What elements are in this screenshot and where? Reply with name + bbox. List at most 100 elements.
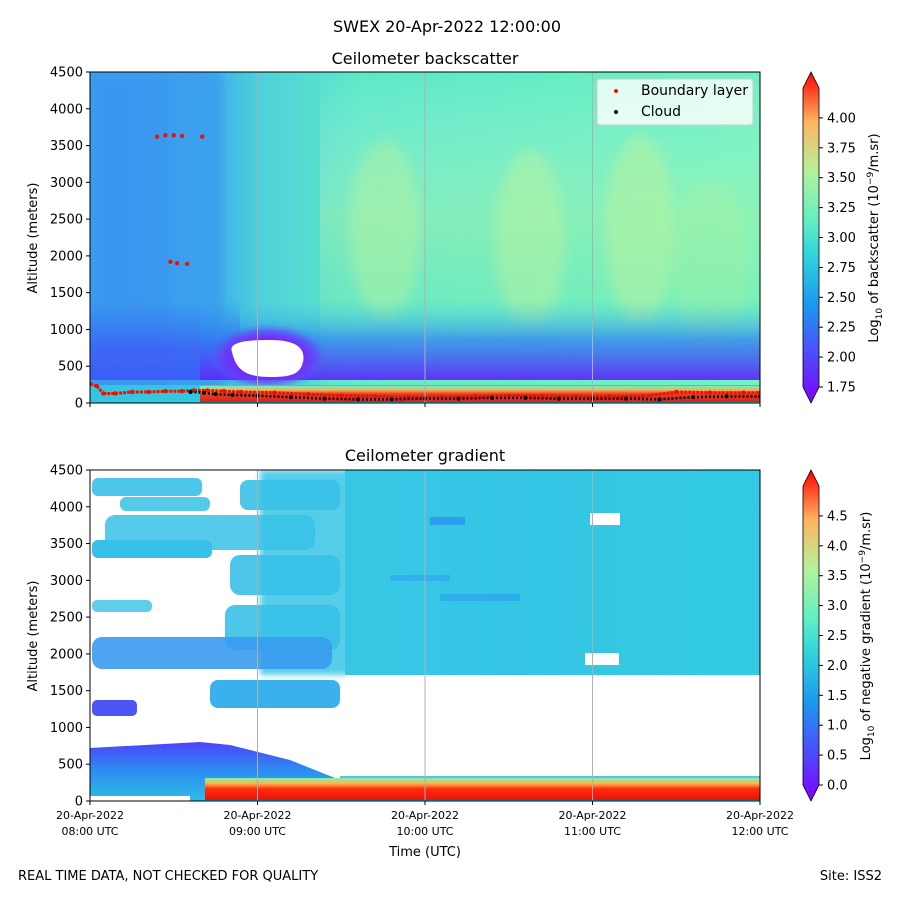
boundary-layer-trace xyxy=(374,394,409,399)
x-tick-label-time: 09:00 UTC xyxy=(229,825,286,838)
legend-marker-cloud xyxy=(614,110,618,114)
cloud-trace xyxy=(692,395,727,399)
boundary-layer-point xyxy=(174,261,180,266)
cloud-point xyxy=(624,396,628,401)
backscatter-cb-label-sup: −9 xyxy=(866,172,876,186)
colorbar-tick-label: 2.5 xyxy=(827,629,848,644)
gradient-cb-label-prefix: Log xyxy=(859,737,874,760)
gradient-hole xyxy=(590,513,620,525)
cloud-point xyxy=(322,396,327,401)
backscatter-gridlines xyxy=(257,72,593,403)
y-tick-label: 3500 xyxy=(50,537,83,552)
y-tick-label: 2000 xyxy=(50,249,83,264)
gradient-cb-label-mid: of negative gradient (10 xyxy=(859,563,874,725)
y-tick-label: 1000 xyxy=(50,323,83,338)
gradient-y-axis: 0 500 1000 1500 2000 2500 3000 3500 4000 4500 xyxy=(50,464,90,810)
colorbar-tick-label: 3.0 xyxy=(827,599,848,614)
cloud-point xyxy=(389,397,394,402)
backscatter-title: Ceilometer backscatter xyxy=(332,49,519,68)
y-tick-label: 3000 xyxy=(50,176,83,191)
backscatter-cb-label-sub: 10 xyxy=(875,308,885,320)
boundary-layer-trace xyxy=(307,392,342,398)
gradient-cb-label-sup: −9 xyxy=(858,550,868,564)
gradient-colorbar-bar xyxy=(802,469,820,802)
boundary-layer-point xyxy=(200,134,205,139)
colorbar-tick-label: 4.0 xyxy=(827,539,848,554)
boundary-layer-trace xyxy=(274,391,308,396)
cloud-trace xyxy=(458,396,493,400)
cloud-trace xyxy=(215,392,233,397)
cloud-trace xyxy=(324,397,359,401)
gradient-patch xyxy=(92,637,332,669)
gradient-xlabel: Time (UTC) xyxy=(388,845,461,860)
boundary-layer-point xyxy=(154,134,160,139)
legend-box xyxy=(596,78,754,126)
gradient-ylabel: Altitude (meters) xyxy=(26,581,41,692)
gradient-patch xyxy=(92,478,202,496)
backscatter-colorbar-ticks: 1.75 2.00 2.25 2.50 2.75 3.00 3.25 3.50 3.75 4.00 xyxy=(819,111,856,396)
cloud-point xyxy=(691,395,695,400)
gradient-patch xyxy=(120,497,210,511)
gradient-x-axis: 20-Apr-2022 08:00 UTC 20-Apr-2022 09:00 UTC… xyxy=(56,801,794,838)
colorbar-tick-label: 3.75 xyxy=(827,141,856,156)
gradient-panel: Ceilometer gradient xyxy=(26,446,877,860)
colorbar-tick-label: 2.00 xyxy=(827,351,856,366)
gradient-title: Ceilometer gradient xyxy=(345,446,505,465)
colorbar-tick-label: 3.25 xyxy=(827,201,856,216)
footer-site: Site: ISS2 xyxy=(819,869,882,884)
backscatter-panel: Ceilometer backscatter xyxy=(26,49,885,412)
legend-label-boundary-layer: Boundary layer xyxy=(641,83,748,99)
colorbar-tick-label: 3.00 xyxy=(827,231,856,246)
cloud-trace xyxy=(625,397,660,401)
boundary-layer-trace xyxy=(95,385,105,395)
cloud-point xyxy=(289,395,293,400)
cloud-trace xyxy=(525,396,560,400)
cloud-point xyxy=(356,397,360,402)
gradient-streak xyxy=(430,517,465,525)
backscatter-cb-label-mid: of backscatter (10 xyxy=(867,185,882,308)
gradient-hole xyxy=(345,675,760,745)
colorbar-tick-label: 1.5 xyxy=(827,689,848,704)
gradient-heatmap xyxy=(90,470,760,801)
colorbar-tick-label: 2.75 xyxy=(827,261,856,276)
gradient-patches xyxy=(92,478,340,716)
gradient-cb-label-sub: 10 xyxy=(867,725,877,737)
gradient-streak xyxy=(390,575,450,581)
x-tick-label-date: 20-Apr-2022 xyxy=(391,809,459,822)
y-tick-label: 500 xyxy=(58,758,83,773)
gradient-cb-label-end: /m.sr) xyxy=(859,512,874,550)
boundary-layer-point xyxy=(163,133,168,138)
backscatter-bloom-2 xyxy=(495,150,565,330)
cloud-point xyxy=(490,395,494,400)
backscatter-surface-strip xyxy=(200,386,760,402)
boundary-layer-trace xyxy=(148,389,166,394)
y-tick-label: 0 xyxy=(75,397,83,412)
backscatter-colorbar-bar xyxy=(802,71,820,404)
x-tick-label-date: 20-Apr-2022 xyxy=(726,809,794,822)
gradient-hole xyxy=(585,653,619,665)
gradient-main-region xyxy=(345,470,760,675)
gradient-gridlines xyxy=(257,470,593,801)
backscatter-cb-label-end: /m.sr) xyxy=(867,133,882,171)
backscatter-ylabel: Altitude (meters) xyxy=(26,183,41,294)
cloud-point xyxy=(213,392,218,397)
backscatter-colorbar-label: Log10 of backscatter (10−9/m.sr) xyxy=(866,133,885,342)
cloud-trace xyxy=(659,395,694,401)
cloud-point xyxy=(230,392,235,397)
backscatter-legend: Boundary layer Cloud xyxy=(596,78,754,126)
x-tick-label-time: 11:00 UTC xyxy=(564,825,621,838)
cloud-point xyxy=(456,396,461,401)
gradient-patch xyxy=(240,480,340,510)
gradient-patch xyxy=(92,540,212,558)
boundary-layer-trace xyxy=(207,388,225,393)
backscatter-y-axis: 0 500 1000 1500 2000 2500 3000 3500 4000 4500 xyxy=(50,66,90,412)
boundary-layer-trace xyxy=(223,389,241,394)
gradient-patch xyxy=(210,680,340,708)
y-tick-label: 4000 xyxy=(50,102,83,117)
backscatter-missing-region xyxy=(231,340,304,377)
colorbar-tick-label: 3.5 xyxy=(827,569,848,584)
y-tick-label: 4000 xyxy=(50,500,83,515)
cloud-point xyxy=(201,390,206,395)
footer-disclaimer: REAL TIME DATA, NOT CHECKED FOR QUALITY xyxy=(18,869,319,884)
colorbar-tick-label: 1.75 xyxy=(827,381,856,396)
